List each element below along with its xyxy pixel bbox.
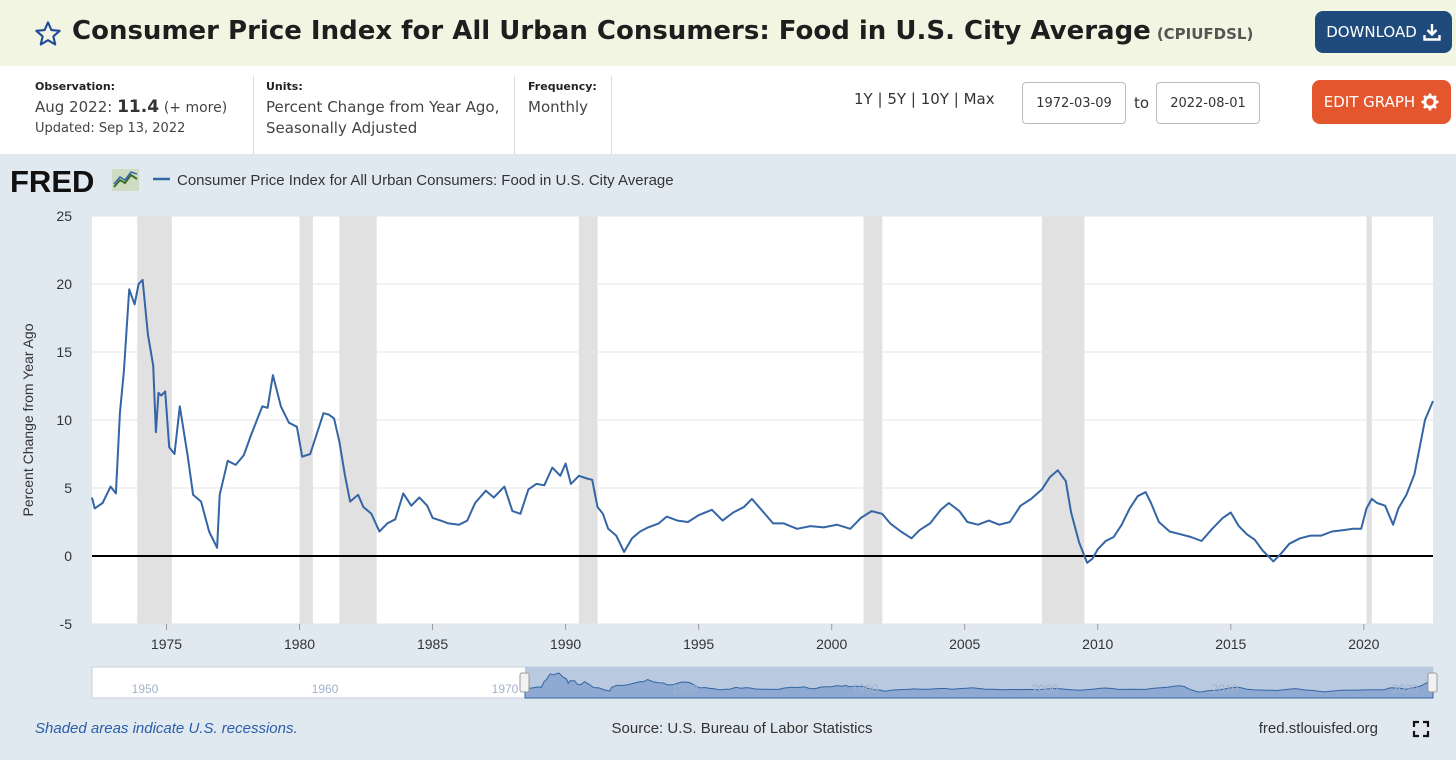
to-label: to xyxy=(1134,94,1150,112)
units-label: Units: xyxy=(266,80,303,93)
observation-value: 11.4 xyxy=(117,97,160,117)
units-panel: Units: Percent Change from Year Ago, Sea… xyxy=(266,66,511,154)
end-date-input[interactable]: 2022-08-01 xyxy=(1156,82,1260,124)
x-tick-label: 1995 xyxy=(683,636,714,652)
x-tick-label: 1985 xyxy=(417,636,448,652)
x-tick-label: 2015 xyxy=(1215,636,1246,652)
download-button[interactable]: DOWNLOAD xyxy=(1315,11,1452,53)
navigator-ticks: 1950 1960 1970 1980 1990 2000 2010 2020 xyxy=(132,682,1419,696)
range-1y[interactable]: 1Y xyxy=(854,90,873,108)
y-tick-label: 0 xyxy=(64,548,72,564)
range-separator: | xyxy=(910,90,916,108)
range-5y[interactable]: 5Y xyxy=(887,90,907,108)
x-tick-label: 2000 xyxy=(816,636,847,652)
frequency-value: Monthly xyxy=(528,98,589,116)
units-line1: Percent Change from Year Ago, xyxy=(266,98,500,116)
navigator-tick-label: 2020 xyxy=(1392,682,1419,696)
y-tick-label: 10 xyxy=(56,412,72,428)
gear-icon xyxy=(1421,93,1439,111)
edit-graph-label: EDIT GRAPH xyxy=(1323,93,1416,111)
range-separator: | xyxy=(877,90,883,108)
range-max[interactable]: Max xyxy=(963,90,995,108)
legend-label: Consumer Price Index for All Urban Consu… xyxy=(177,172,674,189)
navigator-left-handle[interactable] xyxy=(519,672,530,693)
y-tick-label: 15 xyxy=(56,344,72,360)
fullscreen-icon[interactable] xyxy=(1412,720,1430,738)
source-label: Source: U.S. Bureau of Labor Statistics xyxy=(612,720,873,737)
series-line[interactable] xyxy=(91,278,1434,564)
navigator-tick-label: 1990 xyxy=(852,682,879,696)
x-tick-label: 1975 xyxy=(151,636,182,652)
observation-more-link[interactable]: (+ more) xyxy=(163,100,228,116)
observation-label: Observation: xyxy=(35,80,116,93)
x-tick-label: 1980 xyxy=(284,636,315,652)
frequency-label: Frequency: xyxy=(528,80,597,93)
chart-svg: FRED Consumer Price Index for All Urban … xyxy=(10,164,1438,738)
start-date-input[interactable]: 1972-03-09 xyxy=(1022,82,1126,124)
y-ticks: -5 0 5 10 15 20 25 xyxy=(56,208,72,632)
site-link[interactable]: fred.stlouisfed.org xyxy=(1259,720,1378,737)
chart-area: FRED Consumer Price Index for All Urban … xyxy=(0,154,1456,760)
navigator-series xyxy=(524,672,1434,699)
fred-logo[interactable]: FRED xyxy=(10,164,94,199)
observation-panel: Observation: Aug 2022: 11.4 (+ more) Upd… xyxy=(35,66,245,154)
navigator-tick-label: 1960 xyxy=(312,682,339,696)
series-id: (CPIUFDSL) xyxy=(1156,25,1254,43)
range-10y[interactable]: 10Y xyxy=(920,90,949,108)
page-title: Consumer Price Index for All Urban Consu… xyxy=(72,16,1253,46)
gridlines xyxy=(92,215,1433,625)
series-title: Consumer Price Index for All Urban Consu… xyxy=(72,16,1151,46)
edit-graph-button[interactable]: EDIT GRAPH xyxy=(1312,80,1451,124)
y-tick-label: 5 xyxy=(64,480,72,496)
navigator-tick-label: 1970 xyxy=(492,682,519,696)
download-icon xyxy=(1423,24,1441,41)
x-tick-label: 2010 xyxy=(1082,636,1113,652)
x-tick-label: 1990 xyxy=(550,636,581,652)
observation-date: Aug 2022: xyxy=(35,98,113,116)
navigator[interactable]: 1950 1960 1970 1980 1990 2000 2010 2020 xyxy=(91,666,1438,699)
y-axis-label: Percent Change from Year Ago xyxy=(20,323,36,516)
frequency-panel: Frequency: Monthly xyxy=(528,66,608,154)
updated-date: Updated: Sep 13, 2022 xyxy=(35,121,186,136)
recession-note: Shaded areas indicate U.S. recessions. xyxy=(35,720,298,737)
y-tick-label: 25 xyxy=(56,208,72,224)
fred-logo-icon xyxy=(112,169,139,191)
navigator-tick-label: 2010 xyxy=(1212,682,1239,696)
download-label: DOWNLOAD xyxy=(1326,23,1417,41)
y-tick-label: -5 xyxy=(60,616,73,632)
navigator-tick-label: 1980 xyxy=(672,682,699,696)
x-tick-label: 2005 xyxy=(949,636,980,652)
x-tick-label: 2020 xyxy=(1348,636,1379,652)
units-line2: Seasonally Adjusted xyxy=(266,119,418,137)
observation-line: Aug 2022: 11.4 (+ more) xyxy=(35,97,245,119)
divider xyxy=(514,76,515,154)
navigator-right-handle[interactable] xyxy=(1427,672,1438,693)
navigator-tick-label: 1950 xyxy=(132,682,159,696)
y-tick-label: 20 xyxy=(56,276,72,292)
title-bar: Consumer Price Index for All Urban Consu… xyxy=(0,0,1456,66)
range-separator: | xyxy=(953,90,959,108)
divider xyxy=(611,76,612,154)
navigator-tick-label: 2000 xyxy=(1032,682,1059,696)
star-icon[interactable] xyxy=(34,20,62,48)
x-ticks: 1975 1980 1985 1990 1995 2000 2005 2010 2015 2020 xyxy=(151,624,1380,652)
divider xyxy=(253,76,254,154)
range-selector: 1Y | 5Y | 10Y | Max xyxy=(854,90,995,108)
